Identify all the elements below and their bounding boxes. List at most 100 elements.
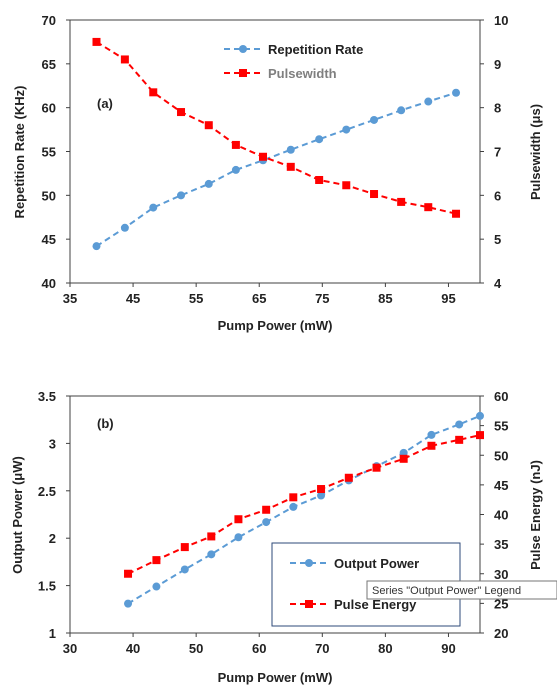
- x-tick-label: 70: [315, 641, 329, 656]
- data-point-pulsewidth: [120, 55, 129, 64]
- y-right-tick-label: 7: [494, 145, 501, 160]
- y-right-tick-label: 9: [494, 57, 501, 72]
- x-axis-label-a: Pump Power (mW): [218, 318, 333, 333]
- x-tick-label: 60: [252, 641, 266, 656]
- series-line-pulse-energy: [127, 434, 481, 575]
- panel-label-a: (a): [97, 96, 113, 111]
- y-right-tick-label: 60: [494, 389, 508, 404]
- data-point-pulse-energy: [372, 463, 381, 472]
- x-tick-label: 45: [126, 291, 140, 306]
- x-tick-label: 50: [189, 641, 203, 656]
- y-right-tick-label: 50: [494, 448, 508, 463]
- x-tick-label: 65: [252, 291, 266, 306]
- y-right-tick-label: 30: [494, 567, 508, 582]
- data-point-output-power: [427, 430, 436, 439]
- data-point-pulsewidth: [397, 197, 406, 206]
- data-point-repetition-rate: [397, 106, 406, 115]
- data-point-pulsewidth: [342, 181, 351, 190]
- y-axis-right-label-a: Pulsewidth (μs): [528, 104, 543, 200]
- data-point-pulse-energy: [262, 505, 271, 514]
- y-axis-label-a: Repetition Rate (KHz): [12, 86, 27, 219]
- legend-marker-pulse-energy: [305, 600, 313, 608]
- data-point-pulsewidth: [231, 140, 240, 149]
- series-line-pulsewidth: [95, 41, 457, 215]
- legend-b[interactable]: Output Power Pulse Energy: [271, 542, 461, 627]
- x-tick-label: 30: [63, 641, 77, 656]
- data-point-repetition-rate: [315, 135, 324, 144]
- data-point-pulsewidth: [315, 175, 324, 184]
- data-point-pulse-energy: [399, 454, 408, 463]
- y-right-tick-label: 5: [494, 232, 501, 247]
- y-ticks-a: 40 45 50 55 60 65 70: [42, 13, 70, 291]
- data-point-pulsewidth: [370, 190, 379, 199]
- y-tick-label: 70: [42, 13, 56, 28]
- legend-marker-output-power: [305, 559, 313, 567]
- x-ticks-a: 35 45 55 65 75 85 95: [63, 283, 456, 306]
- x-axis-label-b: Pump Power (mW): [218, 670, 333, 685]
- data-point-output-power: [455, 420, 464, 429]
- y-tick-label: 55: [42, 145, 56, 160]
- legend-label-pulse-energy: Pulse Energy: [334, 597, 417, 612]
- data-point-repetition-rate: [177, 191, 186, 200]
- data-point-pulse-energy: [124, 569, 133, 578]
- y-tick-label: 40: [42, 276, 56, 291]
- y-tick-label: 1: [49, 626, 56, 641]
- y-ticks-right-b: 20 25 30 35 40 45 50 55 60: [480, 389, 508, 641]
- x-tick-label: 95: [441, 291, 455, 306]
- data-point-repetition-rate: [120, 223, 129, 232]
- data-point-pulsewidth: [286, 162, 295, 171]
- series-legend-tooltip: Series "Output Power" Legend: [366, 580, 557, 600]
- data-point-pulse-energy: [427, 441, 436, 450]
- y-right-tick-label: 35: [494, 537, 508, 552]
- data-point-output-power: [289, 502, 298, 511]
- data-point-pulse-energy: [234, 515, 243, 524]
- data-point-repetition-rate: [370, 115, 379, 124]
- data-point-repetition-rate: [342, 125, 351, 134]
- series-group-a: [92, 37, 461, 251]
- y-right-tick-label: 25: [494, 596, 508, 611]
- y-ticks-right-a: 4 5 6 7 8 9 10: [480, 13, 508, 291]
- data-point-repetition-rate: [286, 145, 295, 154]
- x-tick-label: 40: [126, 641, 140, 656]
- legend-marker-pulsewidth: [239, 69, 247, 77]
- data-point-repetition-rate: [231, 165, 240, 174]
- data-point-pulse-energy: [152, 556, 161, 565]
- data-point-output-power: [476, 411, 484, 420]
- panel-label-b: (b): [97, 416, 114, 431]
- data-point-pulsewidth: [149, 88, 158, 97]
- y-tick-label: 3: [49, 436, 56, 451]
- y-right-tick-label: 8: [494, 101, 501, 116]
- y-tick-label: 50: [42, 188, 56, 203]
- data-point-pulse-energy: [476, 431, 484, 440]
- y-ticks-b: 1 1.5 2 2.5 3 3.5: [38, 389, 70, 641]
- data-point-output-power: [152, 582, 161, 591]
- y-tick-label: 2: [49, 531, 56, 546]
- legend-label-pulsewidth: Pulsewidth: [268, 66, 337, 81]
- x-tick-label: 55: [189, 291, 203, 306]
- data-point-pulse-energy: [455, 435, 464, 444]
- y-axis-label-b: Output Power (μW): [10, 456, 25, 574]
- data-point-output-power: [262, 518, 271, 527]
- y-axis-right-label-b: Pulse Energy (nJ): [528, 460, 543, 570]
- data-point-repetition-rate: [149, 203, 158, 212]
- data-point-pulsewidth: [424, 203, 433, 212]
- tooltip-text: Series "Output Power" Legend: [372, 585, 521, 597]
- y-right-tick-label: 40: [494, 508, 508, 523]
- data-point-repetition-rate: [424, 97, 433, 106]
- x-tick-label: 80: [378, 641, 392, 656]
- y-right-tick-label: 45: [494, 478, 508, 493]
- series-line-output-power: [127, 414, 481, 605]
- data-point-output-power: [317, 491, 326, 500]
- data-point-repetition-rate: [452, 88, 461, 97]
- legend-label-output-power: Output Power: [334, 556, 419, 571]
- data-point-pulse-energy: [180, 543, 189, 552]
- y-tick-label: 65: [42, 57, 56, 72]
- data-point-pulse-energy: [289, 493, 298, 502]
- x-tick-label: 35: [63, 291, 77, 306]
- y-right-tick-label: 6: [494, 188, 501, 203]
- data-point-output-power: [180, 565, 189, 574]
- legend-a[interactable]: Repetition Rate Pulsewidth: [224, 42, 363, 81]
- y-right-tick-label: 10: [494, 13, 508, 28]
